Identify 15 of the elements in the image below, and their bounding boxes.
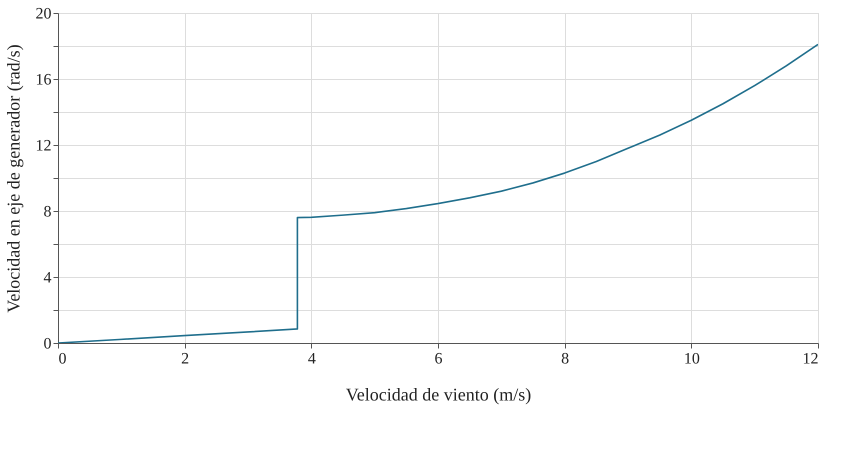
x-tick-label: 8 (561, 350, 570, 368)
y-tick-label: 16 (36, 72, 52, 88)
y-tick-label: 4 (44, 270, 52, 286)
x-tick-label: 12 (802, 350, 818, 368)
x-tick-label: 2 (181, 350, 190, 368)
x-tick-label: 10 (684, 350, 700, 368)
x-tick-label: 4 (308, 350, 316, 368)
y-tick-label: 8 (44, 204, 52, 220)
x-axis-title: Velocidad de viento (m/s) (346, 384, 532, 404)
x-tick-label: 0 (58, 350, 66, 368)
y-tick-label: 20 (36, 6, 52, 22)
y-tick-label: 12 (36, 138, 52, 154)
y-tick-label: 0 (44, 336, 52, 352)
y-axis-title: Velocidad en eje de generador (rad/s) (4, 44, 24, 313)
x-tick-label: 6 (434, 350, 442, 368)
